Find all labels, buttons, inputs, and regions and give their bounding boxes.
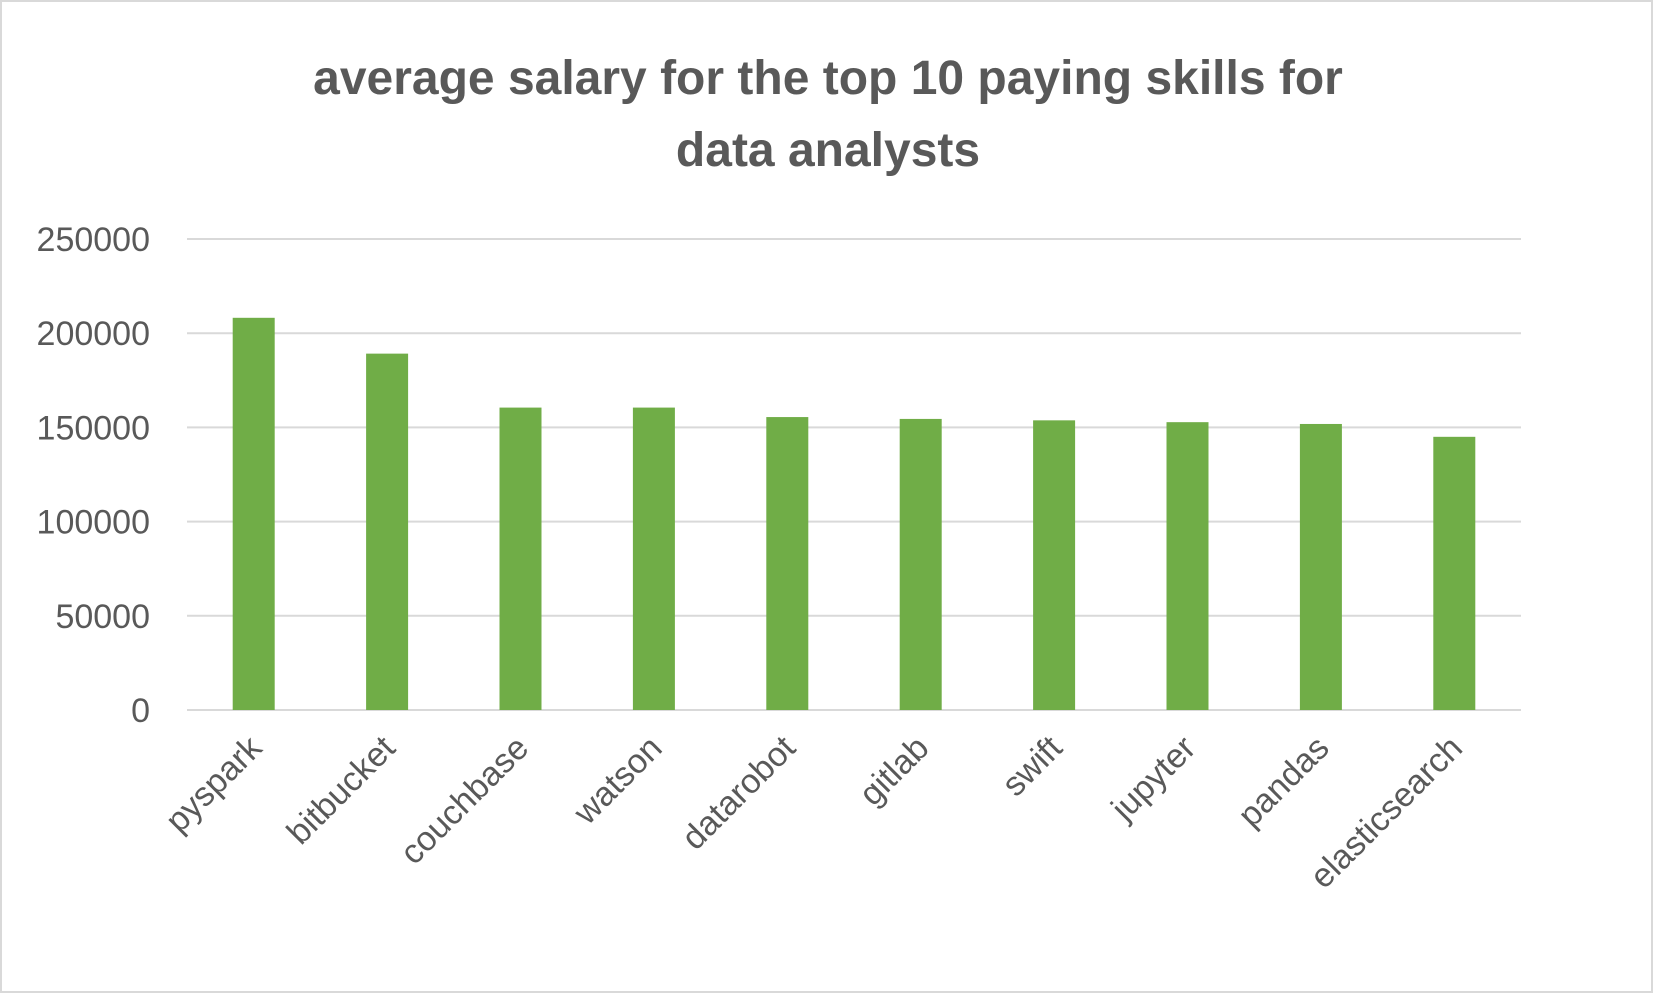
y-tick-label: 150000 xyxy=(37,409,150,447)
chart-title-line-1: average salary for the top 10 paying ski… xyxy=(313,52,1343,105)
y-tick-label: 100000 xyxy=(37,504,150,542)
x-category-label: couchbase xyxy=(393,729,536,872)
bar-couchbase xyxy=(499,407,542,710)
bar-gitlab xyxy=(899,418,942,710)
x-category-label: bitbucket xyxy=(280,728,403,851)
y-tick-label: 200000 xyxy=(37,315,150,353)
y-tick-label: 50000 xyxy=(55,598,150,636)
bars xyxy=(232,317,1476,710)
chart-title-line-2: data analysts xyxy=(676,124,980,177)
bar-pandas xyxy=(1299,423,1342,710)
bar-swift xyxy=(1033,420,1076,710)
bar-watson xyxy=(632,407,675,710)
bar-bitbucket xyxy=(366,353,409,710)
x-category-label: watson xyxy=(566,729,670,833)
chart-title: average salary for the top 10 paying ski… xyxy=(313,52,1343,177)
x-category-label: gitlab xyxy=(852,729,936,813)
x-category-label: pyspark xyxy=(158,728,270,840)
x-category-label: jupyter xyxy=(1103,729,1203,829)
y-axis-tick-labels: 0 50000 100000 150000 200000 250000 xyxy=(37,221,150,730)
x-category-label: datarobot xyxy=(674,728,803,857)
bar-elasticsearch xyxy=(1433,436,1476,710)
bar-jupyter xyxy=(1166,422,1209,710)
x-category-label: pandas xyxy=(1231,729,1337,835)
y-tick-label: 250000 xyxy=(37,221,150,259)
bar-pyspark xyxy=(232,317,275,710)
x-category-label: swift xyxy=(995,728,1070,803)
gridlines xyxy=(187,238,1521,711)
y-tick-label: 0 xyxy=(131,692,150,730)
bar-datarobot xyxy=(766,417,809,710)
